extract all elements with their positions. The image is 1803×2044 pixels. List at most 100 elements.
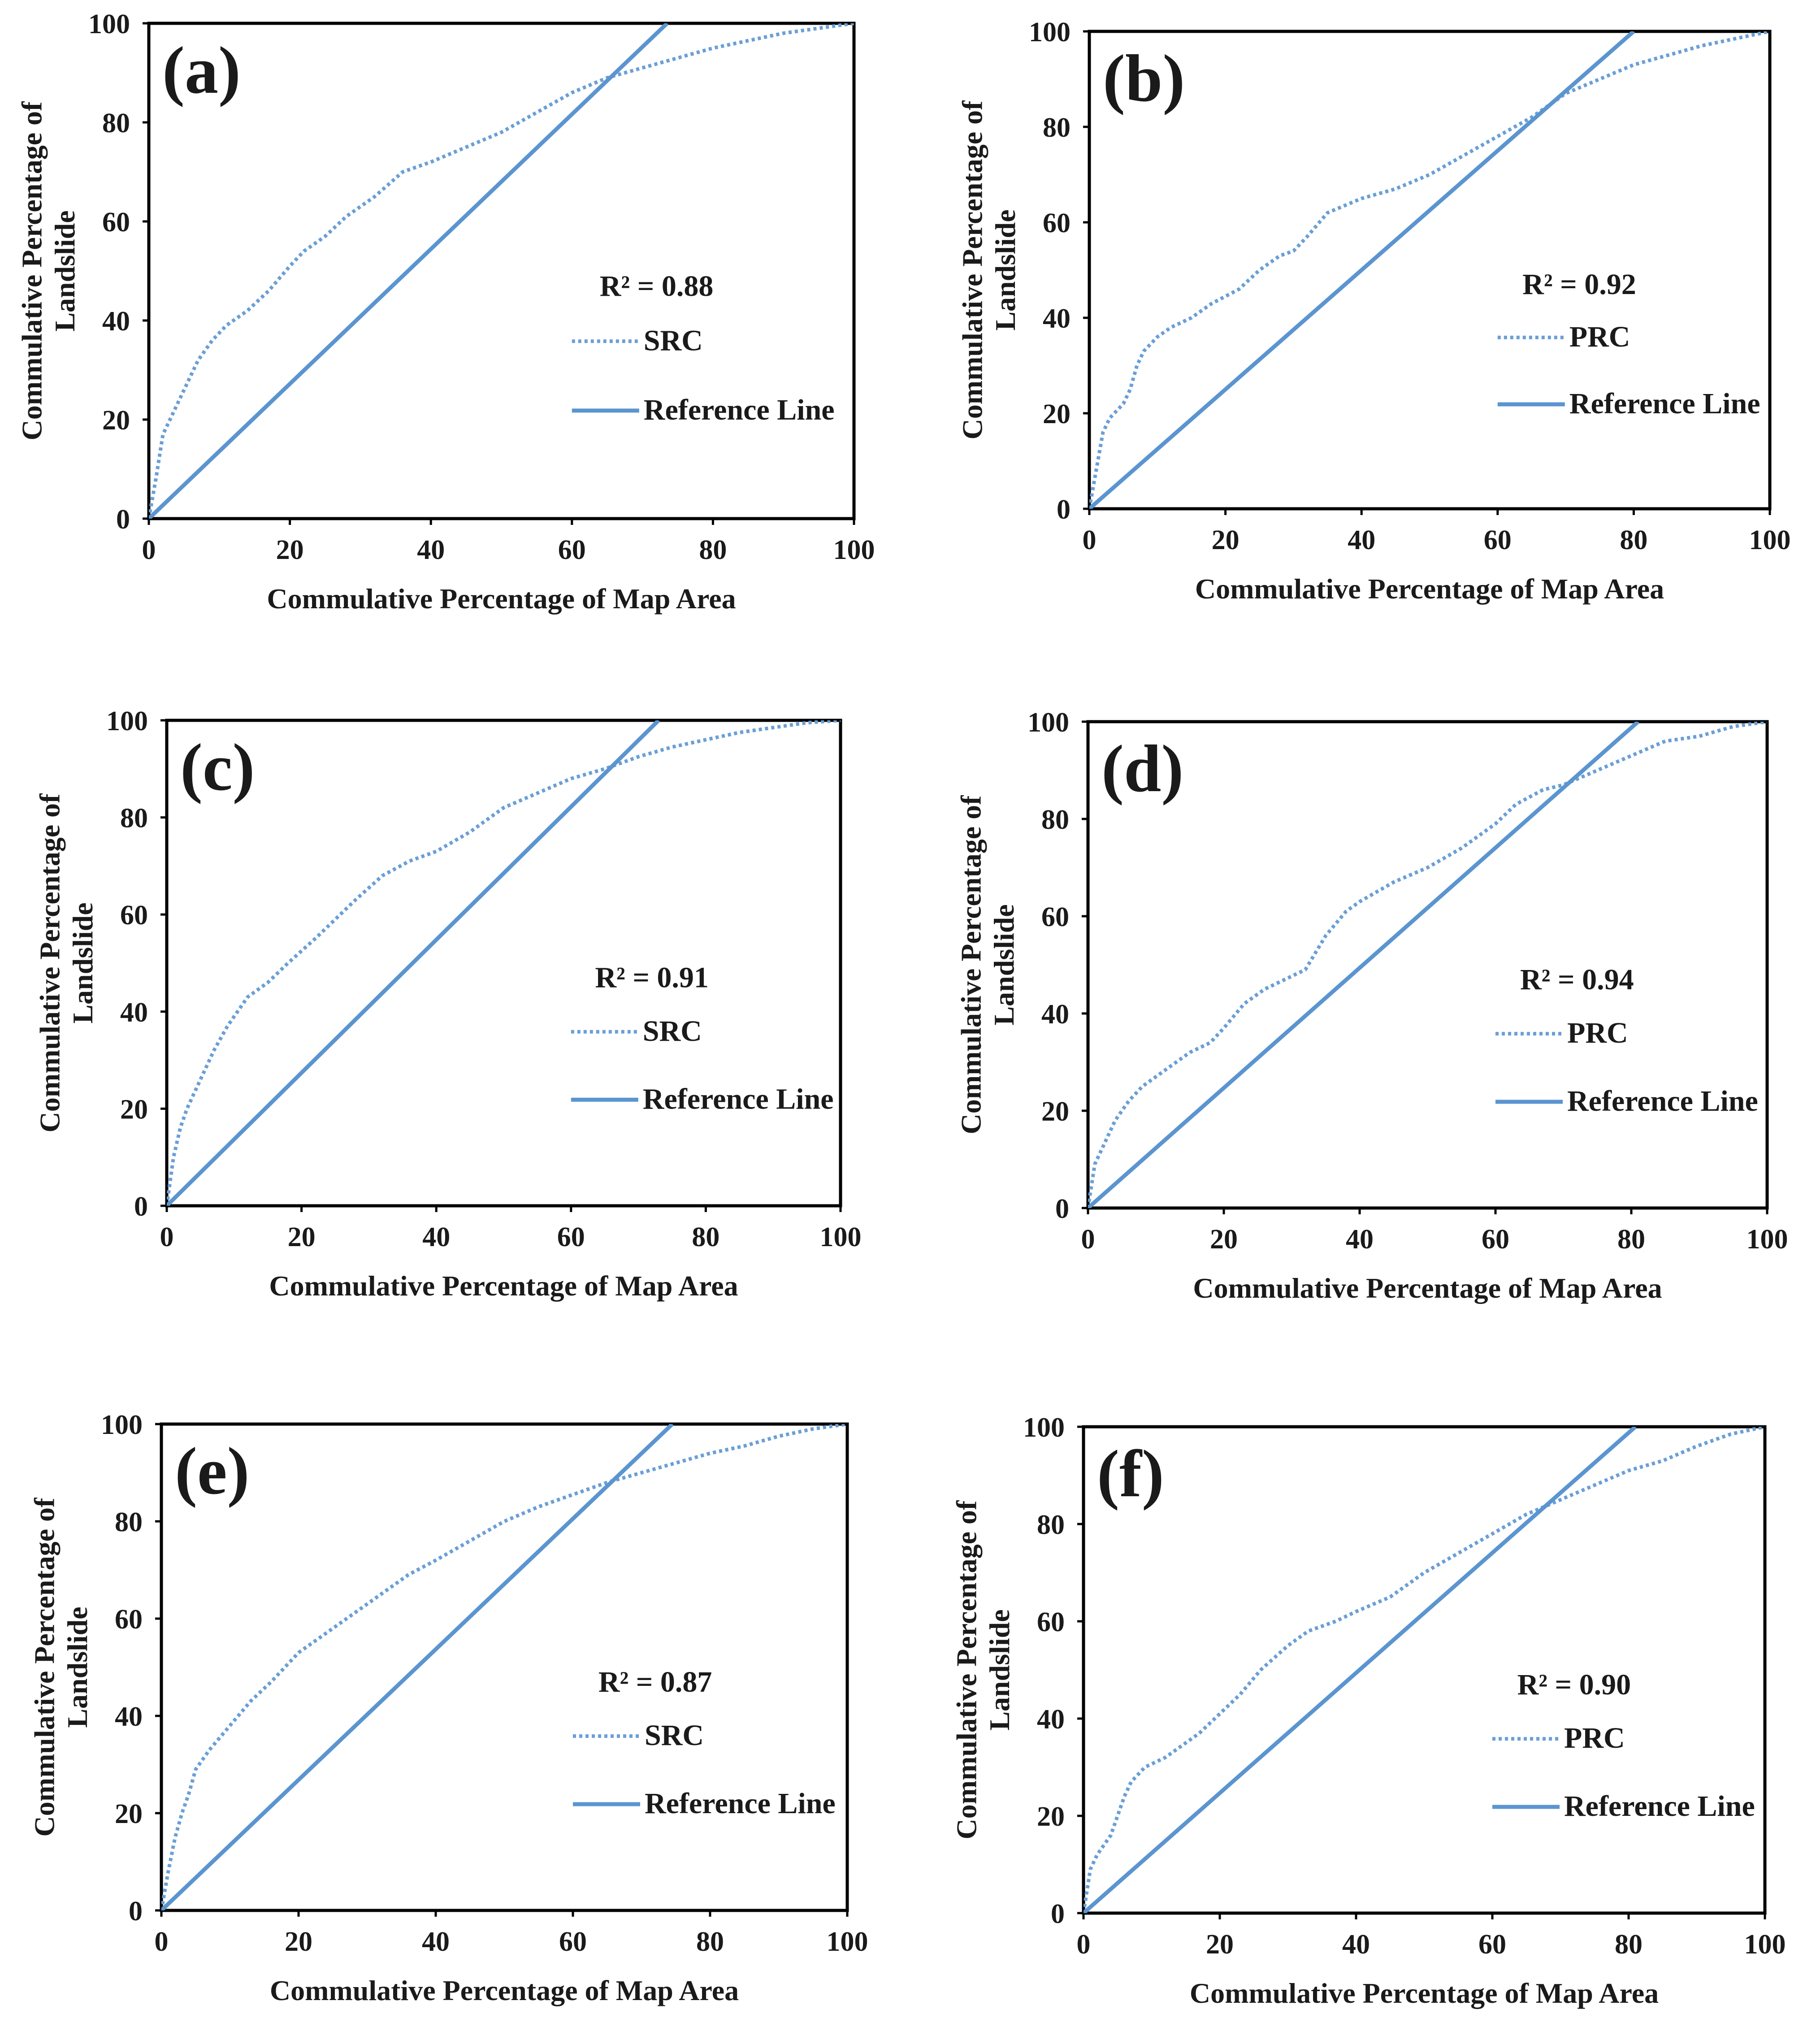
x-tick-label: 40 bbox=[1348, 525, 1375, 555]
success-rate-curve bbox=[1089, 31, 1770, 509]
x-tick-label: 60 bbox=[557, 1222, 585, 1252]
legend-label: Reference Line bbox=[643, 1083, 834, 1115]
x-tick-label: 20 bbox=[1210, 1224, 1238, 1255]
reference-line bbox=[167, 720, 660, 1206]
x-tick-label: 0 bbox=[155, 1927, 169, 1957]
y-tick-label: 100 bbox=[1029, 17, 1071, 48]
y-tick-label: 20 bbox=[102, 405, 130, 436]
x-tick-label: 40 bbox=[1342, 1929, 1370, 1960]
y-tick-label: 60 bbox=[115, 1604, 143, 1635]
y-tick-label: 60 bbox=[1043, 208, 1071, 238]
r-squared-annotation: R² = 0.94 bbox=[1520, 963, 1634, 996]
y-tick-label: 60 bbox=[120, 900, 148, 931]
y-axis-label: Commulative Percentage ofLandslide bbox=[34, 793, 99, 1133]
x-tick-label: 60 bbox=[1478, 1929, 1506, 1960]
legend-label: Reference Line bbox=[644, 394, 835, 426]
legend-label: Reference Line bbox=[1567, 1085, 1758, 1117]
y-tick-label: 0 bbox=[129, 1896, 143, 1927]
x-tick-label: 80 bbox=[1615, 1929, 1643, 1960]
x-axis-label: Commulative Percentage of Map Area bbox=[1193, 1272, 1662, 1304]
legend-label: Reference Line bbox=[1564, 1790, 1755, 1823]
x-tick-label: 0 bbox=[1077, 1929, 1091, 1960]
y-tick-label: 20 bbox=[120, 1094, 148, 1125]
reference-line bbox=[149, 23, 669, 519]
legend-label: PRC bbox=[1564, 1722, 1625, 1754]
plot-frame bbox=[1088, 30, 1772, 511]
x-tick-label: 20 bbox=[285, 1927, 312, 1957]
reference-line bbox=[1088, 722, 1640, 1208]
y-tick-label: 80 bbox=[1041, 805, 1069, 835]
x-tick-label: 80 bbox=[699, 535, 727, 565]
panel-label: (d) bbox=[1101, 732, 1183, 806]
x-tick-label: 0 bbox=[160, 1222, 174, 1252]
x-tick-label: 20 bbox=[288, 1222, 316, 1252]
y-tick-label: 80 bbox=[1043, 113, 1071, 143]
x-tick-label: 100 bbox=[1744, 1929, 1786, 1960]
success-rate-curve bbox=[161, 1424, 847, 1910]
y-tick-label: 40 bbox=[1043, 303, 1071, 334]
plot-frame bbox=[1086, 720, 1769, 1210]
y-axis-label: Commulative Percentage ofLandslide bbox=[956, 100, 1021, 440]
x-tick-label: 20 bbox=[1212, 525, 1240, 555]
chart-panel-d: 0 20 40 60 80 100 0 20 40 60 80 100 Commulative Perc… bbox=[955, 707, 1788, 1304]
y-axis-label-line-2: Landslide bbox=[49, 210, 81, 331]
y-axis-label-line-1: Commulative Percentage of bbox=[950, 1500, 982, 1840]
x-tick-label: 100 bbox=[1747, 1224, 1788, 1255]
y-tick-label: 20 bbox=[115, 1799, 143, 1829]
x-tick-label: 80 bbox=[1617, 1224, 1645, 1255]
chart-panel-b: 0 20 40 60 80 100 0 20 40 60 80 100 Commulative Perc… bbox=[956, 17, 1790, 605]
r-squared-annotation: R² = 0.91 bbox=[595, 961, 709, 994]
x-axis-label: Commulative Percentage of Map Area bbox=[1195, 573, 1664, 605]
legend-label: Reference Line bbox=[1569, 387, 1760, 420]
y-axis-label: Commulative Percentage ofLandslide bbox=[950, 1500, 1015, 1840]
x-tick-label: 40 bbox=[1346, 1224, 1374, 1255]
legend-label: PRC bbox=[1567, 1017, 1628, 1049]
x-tick-label: 0 bbox=[142, 535, 156, 565]
y-tick-label: 0 bbox=[1055, 1194, 1069, 1224]
panel-label: (b) bbox=[1103, 41, 1185, 116]
y-axis-label-line-2: Landslide bbox=[988, 904, 1020, 1025]
x-tick-label: 60 bbox=[558, 535, 586, 565]
y-tick-label: 40 bbox=[120, 997, 148, 1028]
panel-label: (a) bbox=[162, 33, 241, 108]
y-tick-label: 100 bbox=[101, 1410, 143, 1440]
y-axis-label-line-2: Landslide bbox=[61, 1607, 93, 1728]
r-squared-annotation: R² = 0.87 bbox=[598, 1666, 712, 1698]
y-axis-label-line-1: Commulative Percentage of bbox=[956, 100, 988, 440]
r-squared-annotation: R² = 0.92 bbox=[1522, 268, 1636, 301]
success-rate-curve bbox=[1088, 722, 1767, 1208]
y-axis-label: Commulative Percentage ofLandslide bbox=[28, 1498, 93, 1837]
y-tick-label: 80 bbox=[115, 1507, 143, 1537]
y-axis-label-line-2: Landslide bbox=[989, 209, 1021, 330]
reference-line bbox=[1084, 1427, 1637, 1913]
panel-label: (f) bbox=[1097, 1437, 1164, 1511]
x-tick-label: 20 bbox=[276, 535, 304, 565]
y-tick-label: 100 bbox=[106, 706, 148, 736]
y-axis-label-line-1: Commulative Percentage of bbox=[34, 793, 65, 1133]
y-axis-label-line-2: Landslide bbox=[984, 1609, 1015, 1730]
y-tick-label: 100 bbox=[88, 9, 130, 39]
x-tick-label: 100 bbox=[833, 535, 875, 565]
legend-label: PRC bbox=[1569, 320, 1630, 353]
y-axis-label: Commulative Percentage ofLandslide bbox=[16, 101, 81, 441]
x-axis-label: Commulative Percentage of Map Area bbox=[1190, 1977, 1659, 2009]
plot-frame bbox=[160, 1422, 849, 1912]
y-axis-label-line-1: Commulative Percentage of bbox=[955, 795, 987, 1135]
plot-frame bbox=[1082, 1425, 1767, 1915]
chart-panel-c: 0 20 40 60 80 100 0 20 40 60 80 100 Commulative Perc… bbox=[34, 706, 861, 1302]
x-tick-label: 20 bbox=[1206, 1929, 1234, 1960]
x-tick-label: 0 bbox=[1083, 525, 1097, 555]
y-tick-label: 20 bbox=[1037, 1801, 1065, 1832]
y-tick-label: 0 bbox=[116, 504, 130, 535]
y-tick-label: 40 bbox=[102, 306, 130, 337]
y-tick-label: 0 bbox=[1051, 1899, 1065, 1929]
x-axis-label: Commulative Percentage of Map Area bbox=[269, 1270, 738, 1302]
y-axis-label-line-2: Landslide bbox=[67, 902, 99, 1023]
y-tick-label: 60 bbox=[1037, 1607, 1065, 1637]
x-tick-label: 80 bbox=[1620, 525, 1647, 555]
x-tick-label: 40 bbox=[417, 535, 445, 565]
y-tick-label: 100 bbox=[1027, 707, 1069, 738]
x-tick-label: 60 bbox=[1482, 1224, 1509, 1255]
x-tick-label: 0 bbox=[1081, 1224, 1095, 1255]
x-tick-label: 80 bbox=[692, 1222, 719, 1252]
